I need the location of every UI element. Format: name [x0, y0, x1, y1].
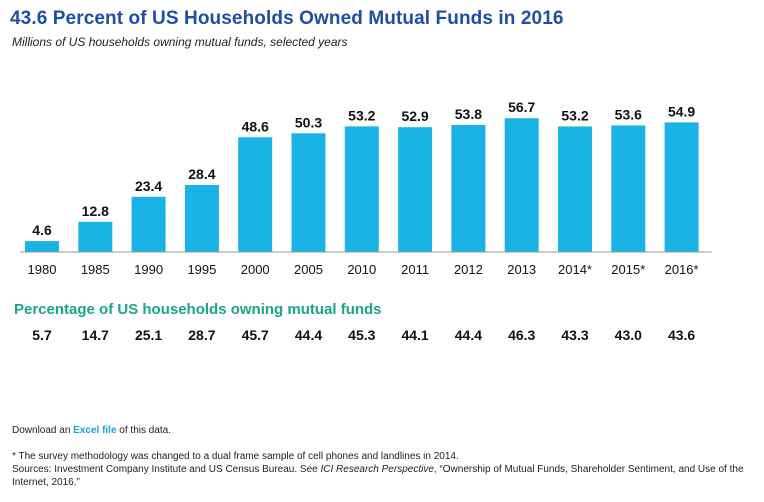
percentage-value: 43.6: [667, 327, 696, 343]
bar-value-label: 53.6: [615, 107, 642, 123]
bar-value-label: 53.8: [455, 106, 482, 122]
percentage-value: 5.7: [32, 327, 52, 343]
bar-value-label: 53.2: [348, 107, 375, 123]
download-suffix: of this data.: [116, 425, 171, 436]
x-tick-label: 1995: [187, 262, 216, 277]
x-tick-label: 2016*: [665, 262, 699, 277]
percentage-value: 44.4: [294, 327, 323, 343]
percentage-value: 43.3: [561, 327, 589, 343]
x-tick-label: 2005: [294, 262, 323, 277]
bar-chart: 4.6 12.8 23.4 28.4 48.6 50.3 53.2 52.9 53.8 56.7 5…: [20, 99, 712, 277]
x-tick-label: 2012: [454, 262, 483, 277]
x-tick-labels-group: 1980 1985 1990 1995 2000 2005 2010 2011 2012 2013…: [28, 262, 699, 277]
bars-group: [25, 118, 699, 253]
bar-2015: [611, 125, 646, 252]
sources-suffix: , “Ownership of Mutual Funds, Shareholde…: [12, 464, 744, 488]
bar-2013: [504, 118, 539, 252]
bar-2016: [664, 122, 699, 253]
percentage-value: 43.0: [614, 327, 642, 343]
percentage-value: 14.7: [81, 327, 109, 343]
percentage-heading: Percentage of US households owning mutua…: [14, 301, 382, 318]
x-tick-label: 2010: [347, 262, 376, 277]
footnotes: * The survey methodology was changed to …: [12, 450, 752, 489]
percentage-value: 28.7: [188, 327, 216, 343]
bar-value-label: 48.6: [242, 118, 269, 134]
percentage-value: 45.7: [241, 327, 269, 343]
bar-1990: [131, 196, 166, 252]
x-tick-label: 1980: [28, 262, 57, 277]
sources-note: Sources: Investment Company Institute an…: [12, 463, 752, 489]
bar-value-label: 4.6: [32, 222, 52, 238]
bar-value-label: 50.3: [295, 114, 322, 130]
bar-1995: [184, 185, 219, 252]
bar-value-label: 52.9: [401, 108, 428, 124]
chart-title: 43.6 Percent of US Households Owned Mutu…: [10, 8, 564, 29]
download-prefix: Download an: [12, 425, 74, 436]
x-tick-label: 2011: [401, 262, 429, 277]
bar-2014: [558, 126, 592, 252]
percentage-value: 46.3: [508, 327, 536, 343]
x-tick-label: 1985: [81, 262, 110, 277]
bar-value-label: 28.4: [188, 166, 215, 182]
bar-value-label: 54.9: [668, 103, 695, 119]
x-tick-label: 2000: [241, 262, 270, 277]
bar-value-label: 56.7: [508, 99, 535, 115]
bar-1985: [78, 221, 113, 252]
value-labels-group: 4.6 12.8 23.4 28.4 48.6 50.3 53.2 52.9 53.8 56.7 5…: [32, 99, 695, 238]
x-tick-label: 2015*: [611, 262, 645, 277]
x-tick-label: 2013: [507, 262, 536, 277]
sources-publication: ICI Research Perspective: [320, 464, 434, 475]
methodology-footnote: * The survey methodology was changed to …: [12, 451, 459, 462]
x-tick-label: 1990: [134, 262, 163, 277]
bar-value-label: 12.8: [82, 203, 109, 219]
percentage-value: 25.1: [134, 327, 163, 343]
bar-2005: [291, 133, 326, 252]
bar-2000: [238, 137, 273, 252]
bar-2011: [398, 127, 433, 252]
download-line: Download an Excel file of this data.: [12, 425, 171, 436]
percentage-value: 45.3: [348, 327, 376, 343]
sources-prefix: Sources: Investment Company Institute an…: [12, 464, 321, 475]
chart-subtitle: Millions of US households owning mutual …: [12, 35, 348, 49]
x-tick-label: 2014*: [558, 262, 592, 277]
excel-file-link[interactable]: Excel file: [73, 425, 117, 436]
percentage-row: 5.7 14.7 25.1 28.7 45.7 44.4 45.3 44.1 44.4 46.3 4…: [0, 327, 764, 345]
bar-2010: [344, 126, 379, 252]
bar-1980: [25, 241, 59, 252]
bar-value-label: 23.4: [135, 178, 162, 194]
bar-value-label: 53.2: [561, 107, 588, 123]
bar-2012: [451, 125, 486, 252]
percentage-value: 44.1: [401, 327, 429, 343]
percentage-value: 44.4: [454, 327, 483, 343]
